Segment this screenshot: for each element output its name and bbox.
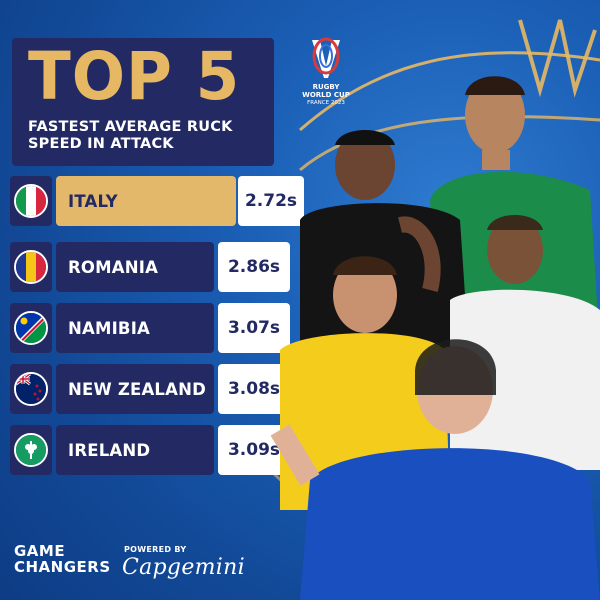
title-panel (12, 38, 274, 166)
flag-box (10, 425, 52, 475)
ranking-row-4: NEW ZEALAND 3.08s (10, 364, 290, 414)
rugby-world-cup-logo-icon (294, 36, 358, 116)
footer-series-line2: CHANGERS (14, 557, 111, 576)
team-name: NAMIBIA (56, 303, 214, 353)
italy-flag-icon (14, 184, 48, 218)
italy-player-figure (270, 339, 600, 600)
logo-line-rugby: RUGBY (312, 83, 340, 91)
ranking-row-3: NAMIBIA 3.07s (10, 303, 290, 353)
powered-by-label: POWERED BY (124, 545, 187, 554)
page-title: TOP 5 (28, 38, 241, 115)
logo-line-world-cup: WORLD CUP (302, 91, 350, 99)
flag-box (10, 176, 52, 226)
namibia-flag-icon (14, 311, 48, 345)
sponsor-logo: Capgemini (122, 555, 245, 580)
ruck-speed-value: 3.07s (218, 303, 290, 353)
new-zealand-flag-icon (14, 372, 48, 406)
ranking-row-2: ROMANIA 2.86s (10, 242, 290, 292)
ranking-row-1: ITALY 2.72s (10, 176, 304, 226)
game-changers-logo: GAME CHANGERS (14, 542, 111, 576)
team-name: ITALY (56, 176, 236, 226)
ruck-speed-value: 3.08s (218, 364, 290, 414)
team-name: ROMANIA (56, 242, 214, 292)
players-photo-collage (270, 76, 600, 600)
flag-box (10, 303, 52, 353)
logo-line-france-2023: FRANCE 2023 (307, 100, 345, 106)
page-subtitle: FASTEST AVERAGE RUCK SPEED IN ATTACK (28, 119, 233, 153)
ruck-speed-value: 2.72s (238, 176, 304, 226)
team-name: IRELAND (56, 425, 214, 475)
namibia-player-figure (450, 215, 600, 470)
footer-series-line1: GAME (14, 542, 66, 560)
ruck-speed-value: 2.86s (218, 242, 290, 292)
romania-flag-icon (14, 250, 48, 284)
ruck-speed-value: 3.09s (218, 425, 290, 475)
flag-box (10, 242, 52, 292)
ireland-flag-icon (14, 433, 48, 467)
ranking-row-5: IRELAND 3.09s (10, 425, 290, 475)
team-name: NEW ZEALAND (56, 364, 214, 414)
flag-box (10, 364, 52, 414)
